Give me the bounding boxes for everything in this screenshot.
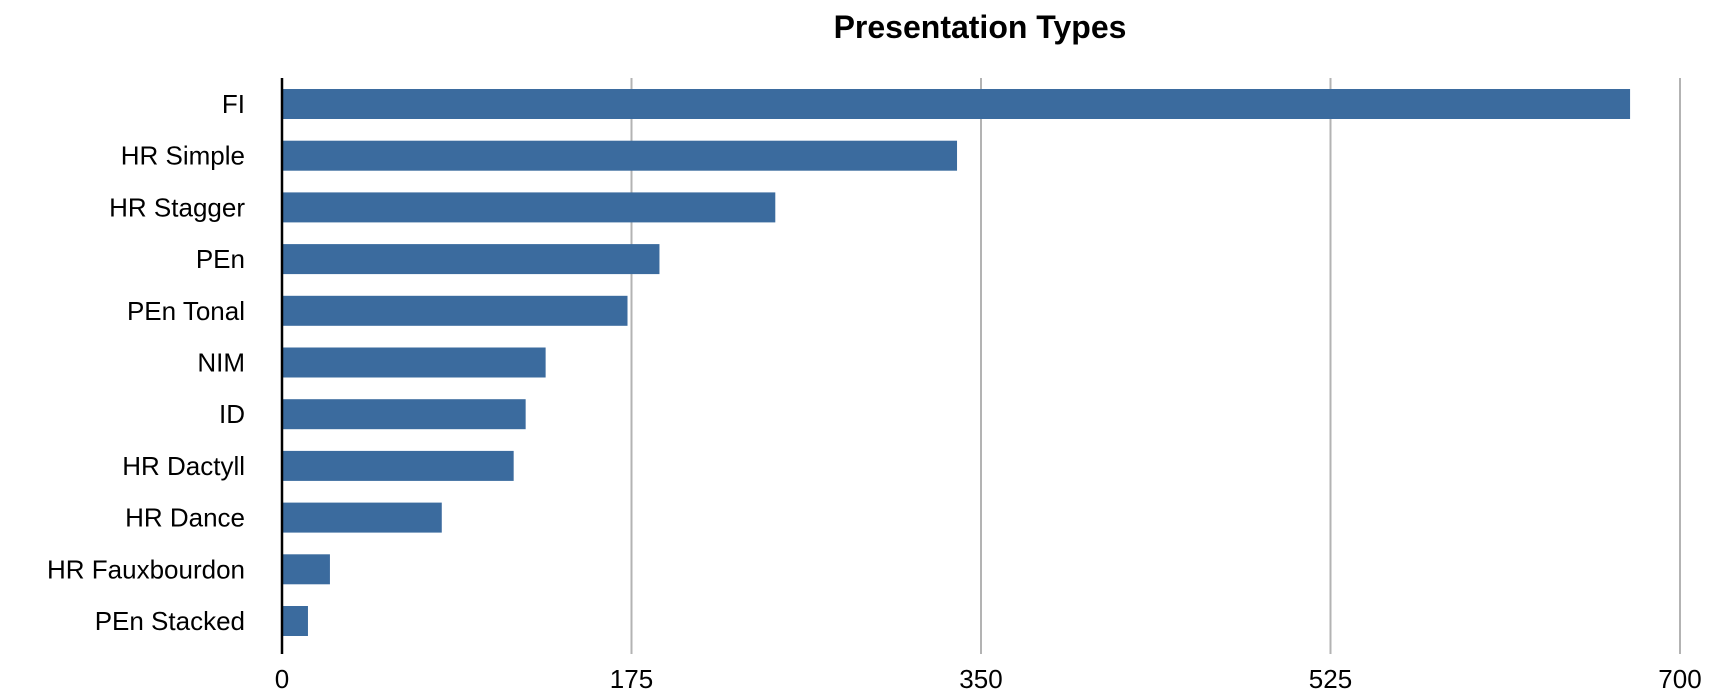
x-tick-labels: 0 175 350 525 700 — [275, 664, 1702, 694]
category-label: PEn Tonal — [127, 296, 245, 326]
bars — [282, 89, 1631, 636]
grid-lines — [630, 78, 1681, 654]
category-label: NIM — [197, 348, 245, 378]
x-tick-label: 525 — [1309, 664, 1352, 694]
bar — [282, 502, 442, 533]
x-tick-label: 175 — [610, 664, 653, 694]
bar — [282, 244, 660, 275]
category-label: PEn — [196, 244, 245, 274]
category-labels: FI HR Simple HR Stagger PEn PEn Tonal NIM ID HR… — [47, 89, 245, 636]
bar — [282, 399, 526, 430]
category-label: PEn Stacked — [95, 606, 245, 636]
bar — [282, 347, 546, 378]
category-label: HR Dance — [125, 503, 245, 533]
bar — [282, 606, 308, 636]
category-label: ID — [219, 399, 245, 429]
bar — [282, 140, 958, 171]
category-label: FI — [222, 89, 245, 119]
category-label: HR Fauxbourdon — [47, 554, 245, 584]
bar — [282, 89, 1631, 119]
x-tick-label: 350 — [959, 664, 1002, 694]
x-tick-label: 0 — [275, 664, 289, 694]
bar — [282, 450, 514, 481]
bar — [282, 554, 330, 585]
category-label: HR Dactyll — [122, 451, 245, 481]
x-tick-label: 700 — [1658, 664, 1701, 694]
category-label: HR Stagger — [109, 192, 245, 222]
chart-title: Presentation Types — [834, 9, 1127, 45]
bar — [282, 295, 628, 326]
category-label: HR Simple — [121, 141, 245, 171]
bar — [282, 192, 776, 223]
